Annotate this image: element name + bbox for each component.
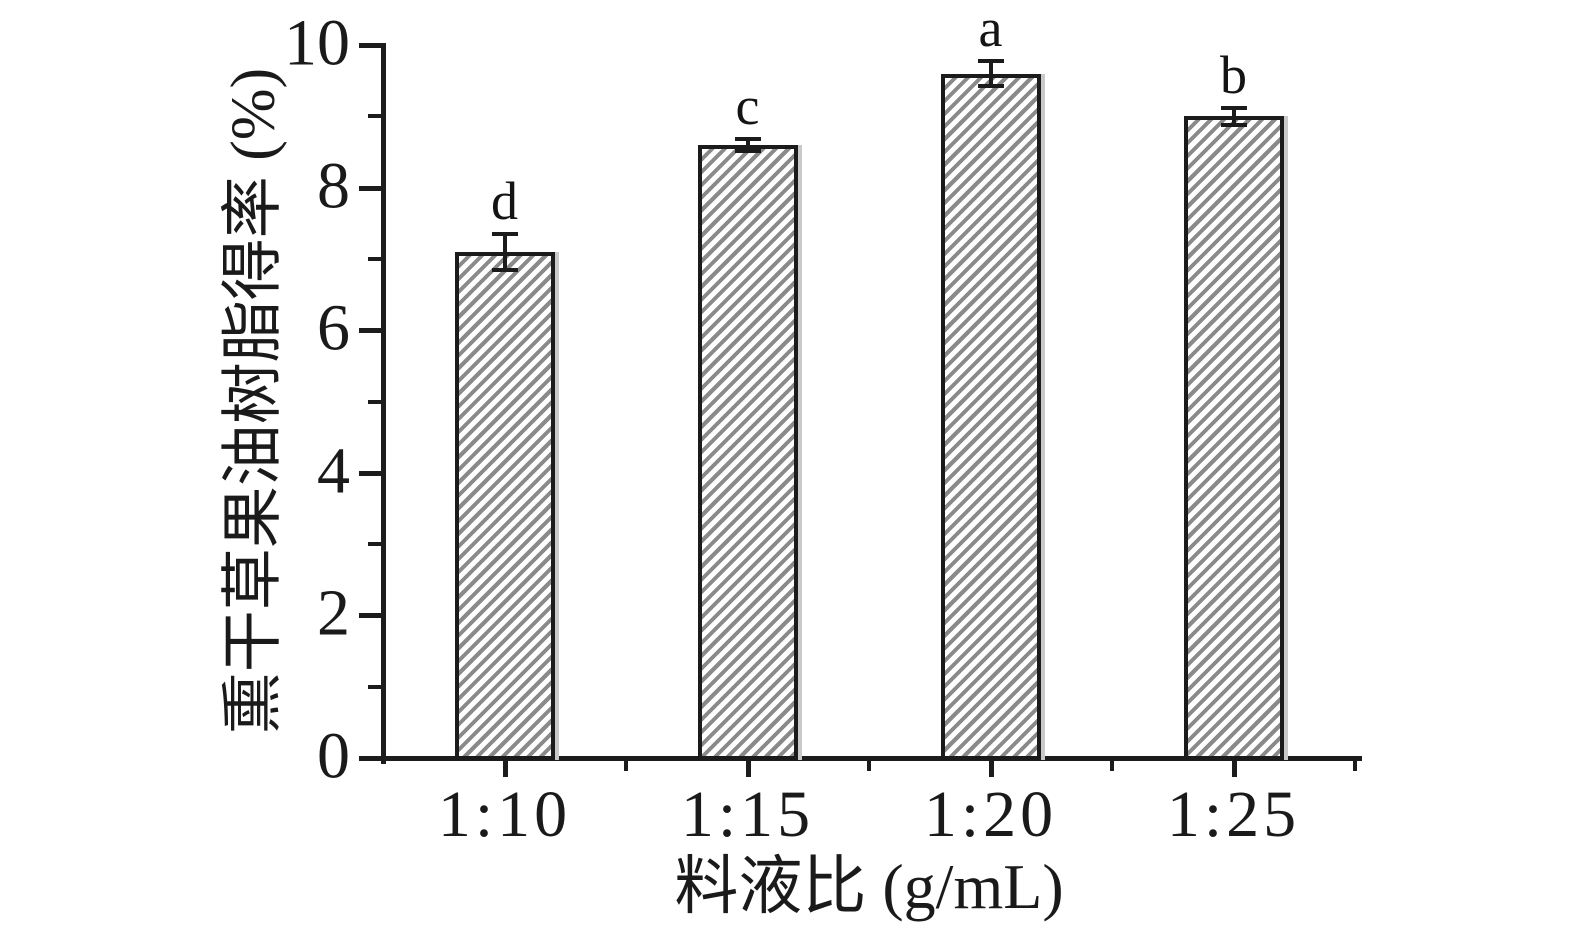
y-minor-tick (368, 256, 381, 261)
y-minor-tick (368, 114, 381, 119)
y-tick-label: 0 (317, 719, 350, 793)
y-minor-tick (368, 684, 381, 689)
x-major-tick (1231, 761, 1237, 777)
y-major-tick (359, 328, 381, 334)
y-minor-tick (368, 542, 381, 547)
bar-1:25 (1183, 116, 1284, 760)
significance-letter: a (978, 0, 1003, 59)
error-bar-line (745, 139, 750, 151)
significance-letter: c (735, 76, 760, 137)
x-major-tick (502, 761, 508, 777)
error-bar-cap-bottom (734, 148, 761, 153)
bar-1:20 (940, 73, 1041, 760)
x-tick-label: 1:20 (923, 778, 1058, 851)
bar-1:10 (454, 251, 555, 760)
y-major-tick (359, 185, 381, 191)
x-minor-tick (867, 761, 871, 771)
x-tick-label: 1:10 (437, 778, 572, 851)
y-major-tick (359, 43, 381, 48)
bar-1:15 (697, 144, 798, 760)
error-bar-cap-bottom (1220, 122, 1247, 127)
y-tick-label: 6 (317, 291, 350, 365)
error-bar-cap-top (1220, 105, 1247, 110)
x-minor-tick (624, 761, 628, 771)
y-major-tick (359, 756, 381, 761)
significance-letter: b (1220, 44, 1247, 105)
x-axis (378, 756, 1362, 761)
x-minor-tick (1110, 761, 1114, 771)
error-bar-cap-bottom (491, 267, 518, 272)
y-tick-label: 2 (317, 577, 350, 651)
y-axis (381, 43, 386, 764)
significance-letter: d (491, 170, 518, 231)
x-minor-tick (1353, 761, 1357, 771)
error-bar-cap-bottom (977, 83, 1004, 88)
error-bar-line (1231, 107, 1236, 125)
error-bar-cap-top (491, 231, 518, 236)
y-tick-label: 10 (284, 6, 350, 80)
y-major-tick (359, 470, 381, 476)
y-major-tick (359, 613, 381, 619)
x-tick-label: 1:25 (1166, 778, 1301, 851)
error-bar-cap-top (977, 59, 1004, 64)
y-tick-label: 4 (317, 434, 350, 508)
y-tick-label: 8 (317, 149, 350, 223)
x-axis-title: 料液比 (g/mL) (674, 851, 1064, 922)
y-minor-tick (368, 399, 381, 404)
x-tick-label: 1:15 (680, 778, 815, 851)
x-major-tick (988, 761, 994, 777)
error-bar-line (988, 61, 993, 86)
error-bar-cap-top (734, 137, 761, 142)
error-bar-line (502, 233, 507, 270)
x-major-tick (745, 761, 751, 777)
